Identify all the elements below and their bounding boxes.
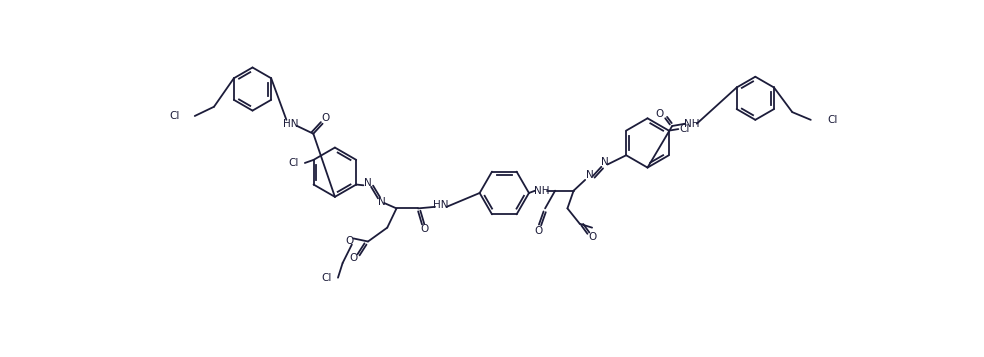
Text: O: O — [345, 236, 353, 246]
Text: O: O — [420, 224, 428, 234]
Text: N: N — [601, 157, 609, 167]
Text: Cl: Cl — [288, 158, 299, 168]
Text: N: N — [378, 197, 386, 207]
Text: O: O — [535, 226, 543, 236]
Text: Cl: Cl — [679, 124, 690, 134]
Text: HN: HN — [283, 119, 299, 129]
Text: N: N — [364, 178, 372, 188]
Text: O: O — [588, 232, 596, 242]
Text: NH: NH — [684, 119, 700, 129]
Text: NH: NH — [533, 186, 549, 196]
Text: N: N — [585, 170, 593, 180]
Text: O: O — [349, 253, 357, 263]
Text: Cl: Cl — [322, 273, 332, 283]
Text: O: O — [655, 109, 663, 119]
Text: Cl: Cl — [828, 115, 838, 125]
Text: O: O — [322, 113, 330, 123]
Text: HN: HN — [433, 200, 449, 210]
Text: Cl: Cl — [169, 111, 179, 121]
